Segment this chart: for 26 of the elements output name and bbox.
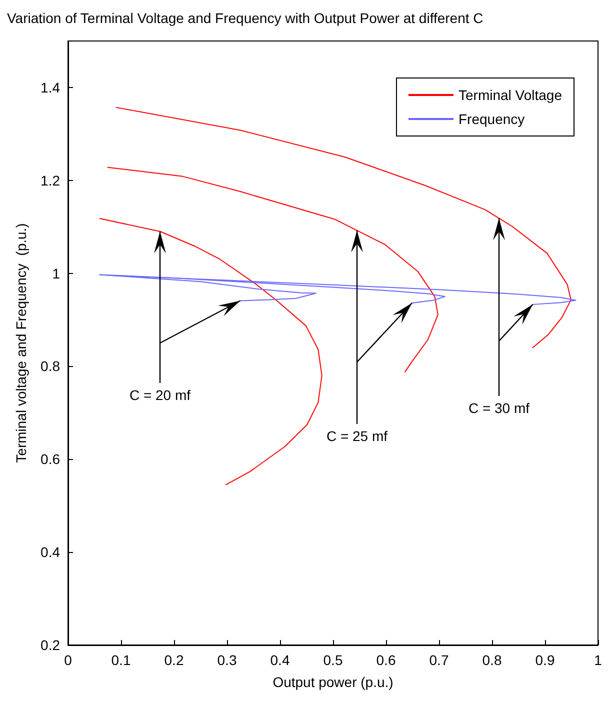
x-tick-label: 0.6: [376, 652, 396, 668]
x-tick-label: 0.2: [164, 652, 184, 668]
chart-title: Variation of Terminal Voltage and Frequency with Output Power at different C: [7, 10, 484, 26]
annotation: C = 30 mf: [468, 400, 530, 416]
y-tick-label: 1.2: [40, 172, 60, 188]
x-axis-title: Output power (p.u.): [272, 674, 394, 690]
x-tick-label: 1: [594, 652, 602, 668]
x-tick-label: 0: [64, 652, 72, 668]
x-tick-label: 0.9: [535, 652, 555, 668]
y-tick-label: 1.4: [40, 79, 60, 96]
y-tick-label: 0.8: [40, 358, 60, 374]
y-tick-label: 0.2: [40, 637, 60, 653]
legend-label: Terminal Voltage: [458, 87, 562, 103]
x-tick-label: 0.1: [111, 652, 131, 668]
annotation: C = 20 mf: [129, 387, 191, 403]
y-tick-label: 0.4: [40, 544, 60, 560]
annotation: C = 25 mf: [326, 428, 388, 444]
y-tick-label: 0.6: [40, 451, 60, 468]
x-tick-label: 0.5: [323, 652, 343, 668]
x-tick-label: 0.4: [270, 652, 290, 668]
y-tick-label: 1: [52, 265, 60, 282]
x-tick-label: 0.7: [429, 652, 449, 668]
legend-label: Frequency: [458, 111, 525, 127]
x-tick-label: 0.3: [217, 652, 237, 668]
y-axis-title: Terminal voltage and Frequency (p.u.): [13, 223, 29, 463]
x-tick-label: 0.8: [482, 652, 502, 668]
